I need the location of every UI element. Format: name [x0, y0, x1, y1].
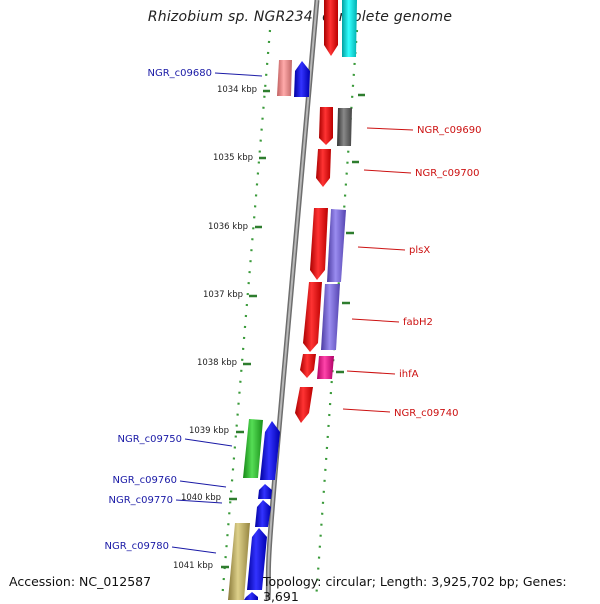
gene-arrow-ngr-c09690-red: [319, 107, 333, 145]
kbp-label-1036: 1036 kbp: [208, 222, 248, 232]
gene-arrow-ngr-c09680-blue: [294, 61, 310, 97]
kbp-label-1038: 1038 kbp: [197, 358, 237, 368]
gene-arrow-ihfa-red: [300, 354, 316, 378]
leader-ngr-c09740: [342, 408, 391, 413]
gene-label-ngr-c09700: NGR_c09700: [415, 168, 480, 179]
gene-arrow-ngr-c09740: [295, 387, 313, 423]
gene-arrow-blue-bottom: [244, 592, 258, 600]
kbp-label-1034: 1034 kbp: [217, 85, 257, 95]
gene-label-ngr-c09770: NGR_c09770: [109, 495, 174, 506]
gene-arrow-ngr-c09780-blue: [247, 528, 267, 590]
leader-fabh2: [351, 318, 400, 323]
gene-arrow-red-top: [324, 0, 338, 56]
leader-ngr-c09690: [366, 127, 414, 131]
gene-label-ngr-c09690: NGR_c09690: [417, 125, 482, 136]
kbp-label-1040: 1040 kbp: [181, 493, 221, 503]
gene-arrow-ngr-c09690-gray: [337, 108, 352, 146]
leader-ngr-c09750: [184, 438, 233, 447]
gene-arrow-fabh2-purple: [321, 284, 340, 350]
kbp-label-1041: 1041 kbp: [173, 561, 213, 571]
gene-arrow-plsx-purple: [327, 209, 346, 282]
gene-arrow-ngr-c09750-green: [243, 419, 263, 478]
kbp-label-1037: 1037 kbp: [203, 290, 243, 300]
kbp-label-1035: 1035 kbp: [213, 153, 253, 163]
leader-ngr-c09760: [179, 480, 227, 488]
kbp-tick-marks: [221, 89, 365, 569]
gene-arrow-ngr-c09760: [258, 484, 272, 499]
leader-plsx: [357, 246, 406, 251]
gene-arrow-ngr-c09770: [255, 500, 271, 527]
gene-arrow-ihfa-magenta: [317, 356, 334, 379]
gene-label-ngr-c09740: NGR_c09740: [394, 408, 459, 419]
gene-arrow-ngr-c09780-khaki: [228, 523, 250, 600]
leader-ngr-c09770: [175, 499, 223, 504]
gene-arrow-ngr-c09750-blue: [260, 421, 280, 480]
gene-arrow-fabh2-red: [303, 282, 322, 352]
genome-backbone-highlight: [267, 0, 318, 600]
gene-label-ngr-c09680: NGR_c09680: [148, 68, 213, 79]
gene-arrow-ngr-c09680-pink: [277, 60, 292, 96]
leader-ngr-c09780: [171, 546, 217, 554]
gene-label-fabh2: fabH2: [403, 317, 433, 328]
gene-arrow-ngr-c09700: [316, 149, 331, 187]
leader-ngr-c09680: [214, 72, 263, 77]
gene-label-ihfa: ihfA: [399, 369, 419, 380]
gene-label-ngr-c09760: NGR_c09760: [113, 475, 178, 486]
map-title: Rhizobium sp. NGR234, complete genome: [147, 9, 453, 25]
gene-label-plsx: plsX: [409, 245, 430, 256]
kbp-label-1039: 1039 kbp: [189, 426, 229, 436]
left-ruler-dotted-line: [220, 29, 272, 600]
leader-ngr-c09700: [363, 169, 412, 174]
gene-label-ngr-c09750: NGR_c09750: [118, 434, 183, 445]
accession-text: Accession: NC_012587: [9, 574, 152, 589]
leader-ihfa: [346, 370, 396, 375]
gene-arrow-cyan-top: [342, 0, 357, 57]
gene-arrow-plsx-red: [310, 208, 328, 280]
gene-label-ngr-c09780: NGR_c09780: [105, 541, 170, 552]
